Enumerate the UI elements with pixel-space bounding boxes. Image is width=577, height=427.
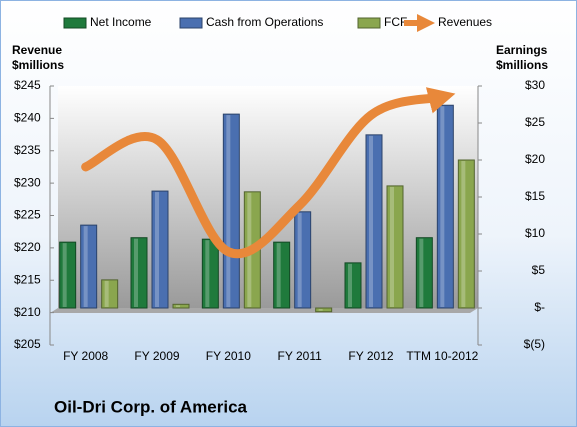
legend-label: FCF	[384, 15, 407, 29]
bar-highlight	[369, 135, 373, 307]
line	[81, 87, 456, 259]
plot-area	[58, 86, 478, 308]
bar-highlight	[440, 106, 445, 308]
legend-label: Revenues	[438, 15, 492, 29]
y-tick-label: $240	[14, 111, 41, 125]
y2-axis-label: Earnings	[496, 43, 548, 57]
x-tick-label: FY 2010	[206, 349, 251, 363]
bar-highlight	[83, 226, 88, 307]
legend-label: Cash from Operations	[206, 15, 323, 29]
bar-highlight	[134, 238, 138, 307]
bar	[59, 241, 77, 309]
bar	[80, 224, 98, 309]
legend-swatch	[63, 17, 87, 29]
y2-tick-label: $-	[534, 300, 545, 314]
y-axis-label: Revenue	[12, 43, 62, 57]
y-tick-label: $245	[14, 78, 41, 92]
y2-tick-label: $15	[525, 189, 545, 203]
bar	[101, 279, 119, 309]
floor	[50, 308, 478, 313]
x-tick-label: FY 2008	[63, 349, 108, 363]
bar-highlight	[461, 161, 466, 307]
y2-tick-label: $10	[525, 226, 545, 240]
y-tick-label: $205	[14, 337, 41, 351]
y2-axis-label: $millions	[496, 58, 548, 72]
bar	[436, 104, 454, 309]
y-tick-label: $235	[14, 143, 41, 157]
y2-tick-label: $20	[525, 152, 545, 166]
bar	[273, 241, 291, 309]
bar-highlight	[155, 192, 159, 307]
x-tick-label: TTM 10-2012	[406, 349, 478, 363]
legend-swatch	[179, 17, 203, 29]
bar-highlight	[176, 305, 180, 307]
bar	[151, 190, 169, 309]
bar	[201, 238, 219, 309]
x-tick-label: FY 2009	[134, 349, 179, 363]
y-tick-label: $225	[14, 208, 41, 222]
bar-highlight	[297, 212, 302, 307]
y-tick-label: $220	[14, 240, 41, 254]
bar	[365, 134, 383, 309]
bar-highlight	[419, 238, 424, 307]
bar-highlight	[104, 280, 109, 307]
y-tick-label: $230	[14, 175, 41, 189]
bar	[130, 237, 148, 309]
bar-highlight	[62, 243, 67, 307]
y-axis-label: $millions	[12, 58, 64, 72]
y-tick-label: $215	[14, 272, 41, 286]
x-tick-label: FY 2011	[278, 349, 323, 363]
bar	[222, 113, 240, 309]
legend-swatch	[357, 17, 381, 29]
bar-highlight	[318, 309, 323, 311]
x-tick-label: FY 2012	[348, 349, 393, 363]
bar	[386, 185, 404, 309]
bar	[294, 211, 312, 309]
bar	[172, 303, 190, 309]
bar-highlight	[390, 186, 394, 307]
legend-label: Net Income	[90, 15, 152, 29]
bar-highlight	[205, 240, 210, 307]
bar-highlight	[276, 243, 281, 307]
bar	[315, 307, 333, 313]
chart-title: Oil-Dri Corp. of America	[54, 397, 248, 416]
y2-tick-label: $(5)	[524, 337, 545, 351]
bar	[415, 237, 433, 309]
y-tick-label: $210	[14, 305, 41, 319]
bar-highlight	[348, 263, 352, 307]
y2-tick-label: $30	[525, 78, 545, 92]
y2-tick-label: $25	[525, 115, 545, 129]
y2-tick-label: $5	[532, 263, 546, 277]
bar	[457, 159, 475, 309]
bar	[344, 262, 362, 309]
bar-highlight	[226, 115, 231, 308]
